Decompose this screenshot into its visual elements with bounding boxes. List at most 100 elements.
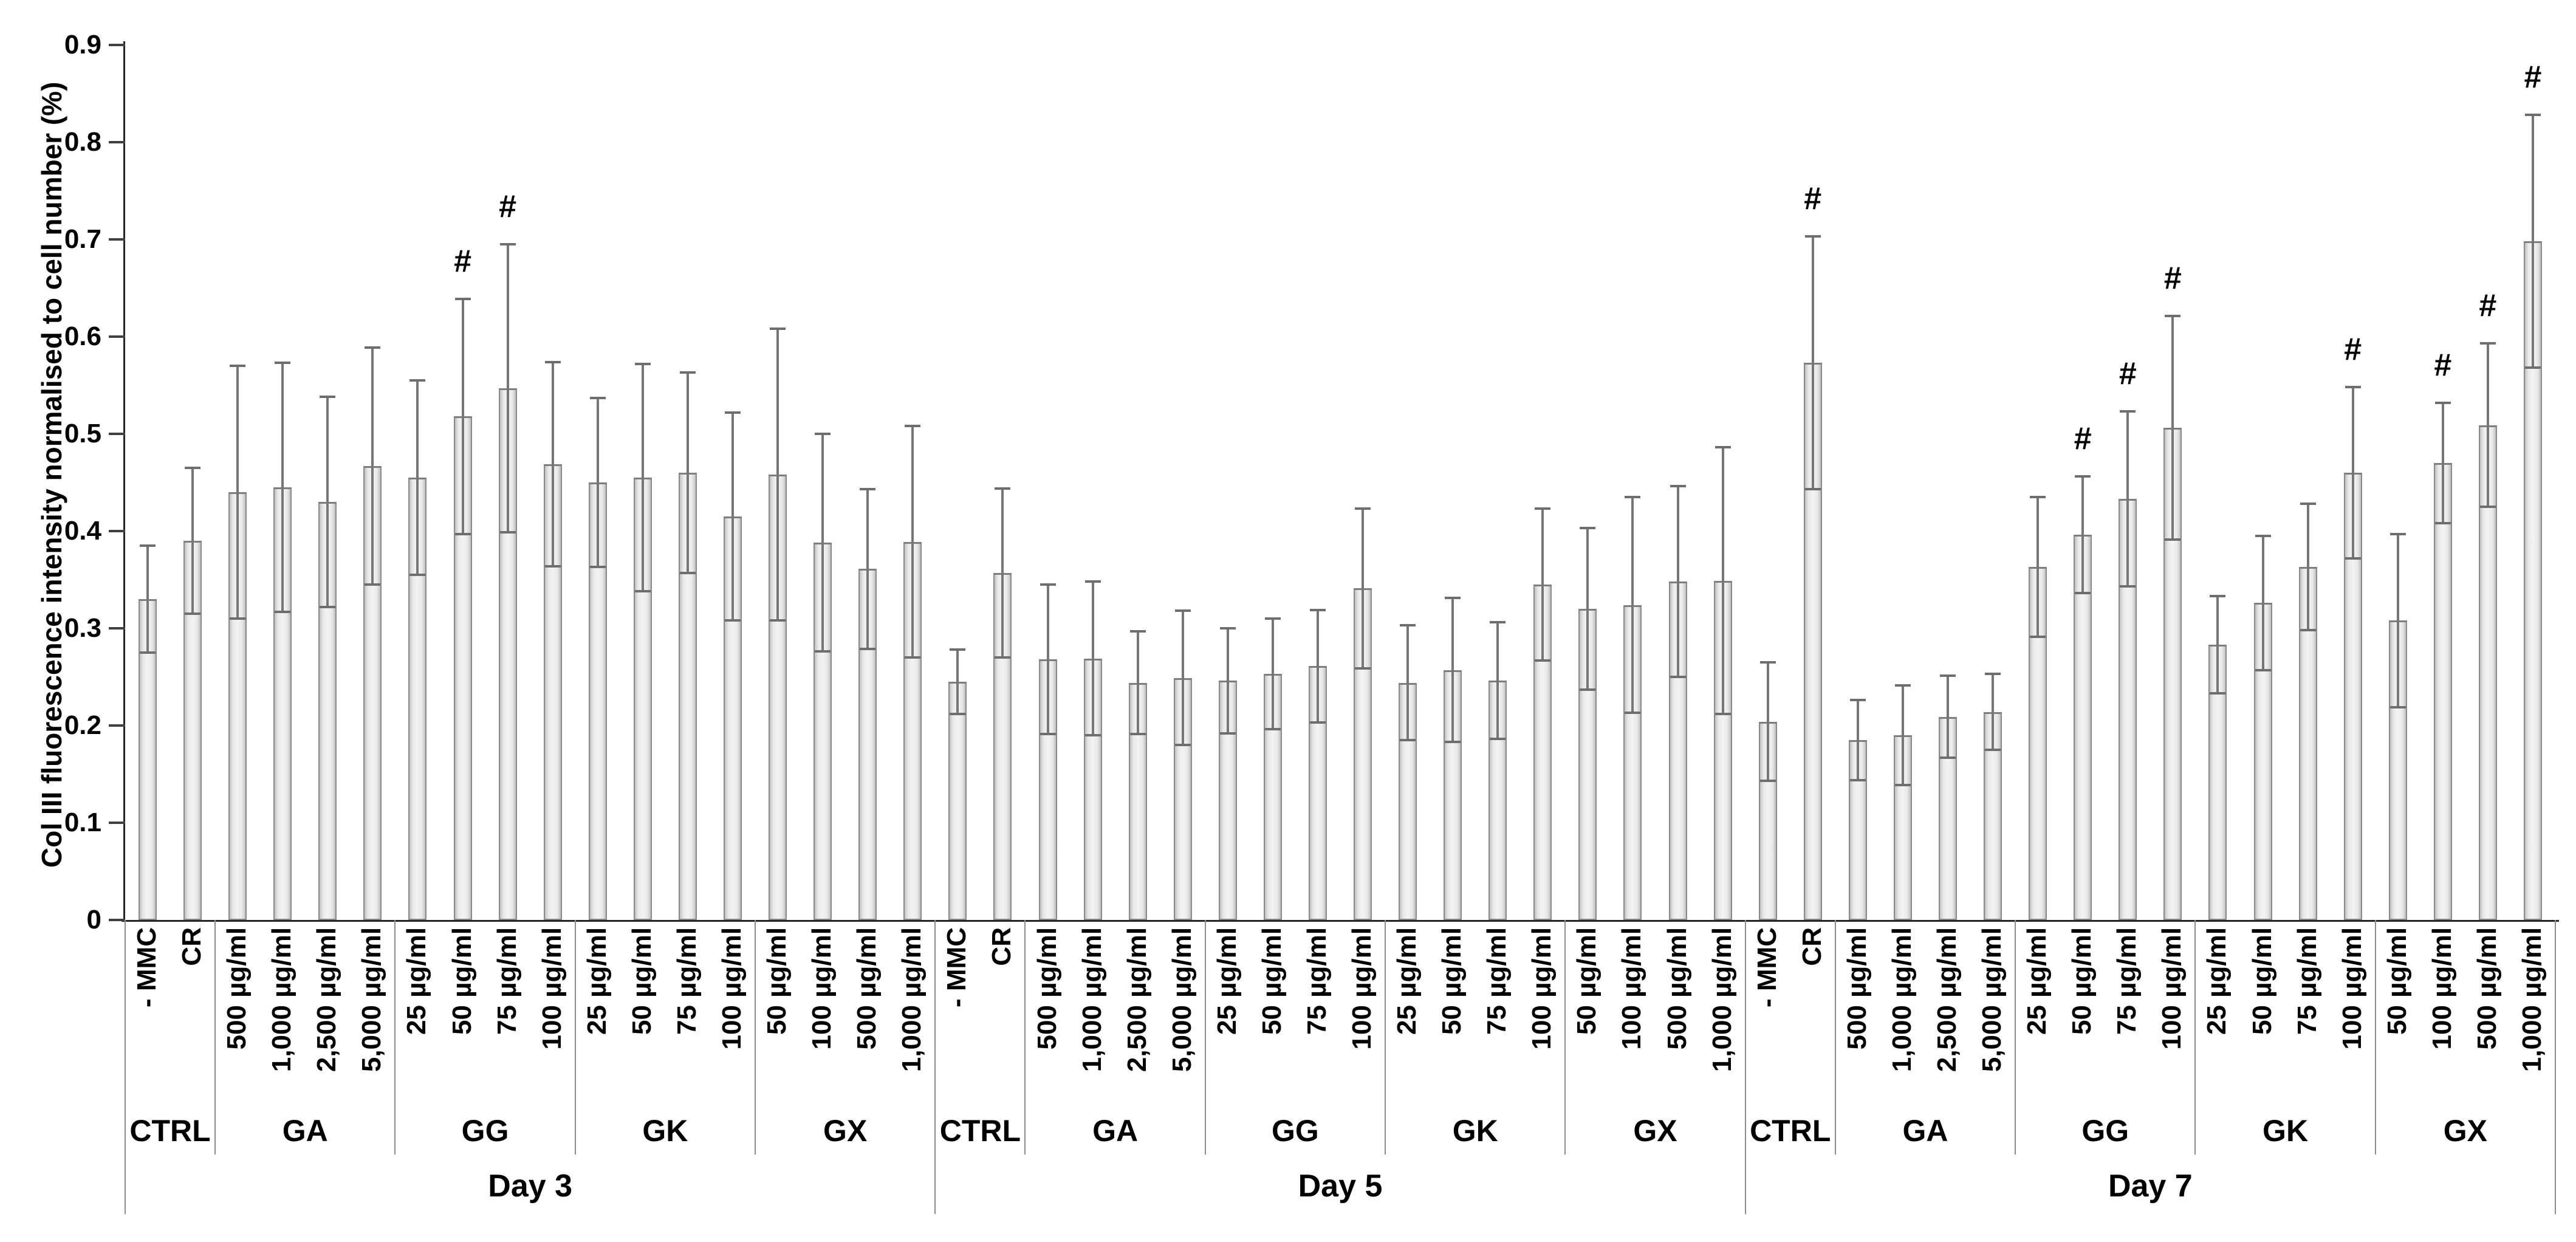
error-bar-top-cap	[950, 648, 966, 651]
y-axis-tick-mark	[109, 627, 125, 630]
x-axis-bar-label: 100 µg/ml	[2337, 927, 2367, 1050]
x-axis-bar-label: 100 µg/ml	[1527, 927, 1557, 1050]
x-axis-line	[122, 920, 2559, 922]
error-bar-top-cap	[2300, 503, 2316, 506]
error-bar-top-cap	[1849, 699, 1866, 702]
group-separator-line	[755, 920, 756, 1155]
x-axis-bar-label: 100 µg/ml	[2427, 927, 2457, 1050]
y-axis-tick-label: 0.8	[64, 127, 101, 157]
x-axis-bar-label: 25 µg/ml	[1211, 927, 1242, 1035]
error-bar-line	[1001, 488, 1004, 657]
error-bar-line	[2306, 504, 2309, 631]
error-bar-top-cap	[2255, 535, 2271, 537]
error-bar-line	[2036, 497, 2040, 637]
x-axis-bar-label: - MMC	[942, 927, 972, 1007]
x-axis-bar-label: 100 µg/ml	[717, 927, 747, 1050]
error-bar-top-cap	[1714, 446, 1731, 449]
error-bar-top-cap	[1804, 235, 1821, 238]
error-bar-top-cap	[1625, 496, 1641, 498]
x-axis-group-label: GA	[282, 1114, 328, 1148]
error-bar-line	[731, 412, 734, 621]
error-bar-bottom-cap	[905, 656, 921, 659]
x-axis-bar-label: 100 µg/ml	[536, 927, 567, 1050]
group-separator-line	[574, 920, 576, 1155]
error-bar-bottom-cap	[275, 610, 291, 613]
error-bar-top-cap	[1445, 597, 1461, 600]
x-axis-bar-label: 50 µg/ml	[626, 927, 657, 1035]
error-bar-line	[1992, 674, 1995, 750]
x-axis-bar-label: 25 µg/ml	[2202, 927, 2232, 1035]
x-axis-group-label: CTRL	[939, 1114, 1021, 1148]
significance-marker: #	[2479, 288, 2497, 324]
error-bar-top-cap	[2210, 595, 2226, 598]
error-bar-bottom-cap	[1535, 659, 1551, 662]
y-axis-tick-label: 0.4	[64, 516, 101, 546]
group-separator-line	[2015, 920, 2016, 1155]
x-axis-bar-label: 100 µg/ml	[1347, 927, 1377, 1050]
error-bar-bottom-cap	[2120, 585, 2136, 588]
error-bar-top-cap	[2120, 410, 2136, 413]
x-axis-group-label: GX	[823, 1114, 868, 1148]
error-bar-bottom-cap	[140, 651, 156, 654]
error-bar-bottom-cap	[1625, 712, 1641, 715]
error-bar-line	[596, 397, 599, 568]
error-bar-top-cap	[815, 433, 831, 435]
x-axis-group-label: GG	[1272, 1114, 1319, 1148]
error-bar-bottom-cap	[1219, 732, 1236, 735]
error-bar-line	[191, 468, 194, 614]
error-bar-top-cap	[320, 396, 336, 399]
error-bar-bottom-cap	[2210, 692, 2226, 695]
error-bar-top-cap	[230, 365, 246, 367]
error-bar-line	[821, 434, 824, 652]
error-bar-line	[1947, 676, 1949, 758]
error-bar-top-cap	[409, 379, 426, 382]
error-bar-line	[1901, 685, 1904, 785]
significance-marker: #	[2344, 332, 2362, 368]
error-bar-bottom-cap	[1355, 667, 1371, 670]
error-bar-top-cap	[2075, 475, 2091, 478]
error-bar-top-cap	[2165, 315, 2181, 318]
x-axis-bar-label: 500 µg/ml	[222, 927, 252, 1050]
error-bar-top-cap	[1940, 674, 1956, 678]
error-bar-bottom-cap	[2479, 506, 2496, 508]
error-bar-top-cap	[1174, 609, 1191, 612]
error-bar-line	[1586, 528, 1589, 690]
error-bar-bottom-cap	[1894, 783, 1911, 786]
y-axis-tick-label: 0.5	[64, 419, 101, 448]
error-bar-bottom-cap	[365, 583, 381, 586]
error-bar-line	[461, 298, 464, 534]
group-separator-line	[2374, 920, 2376, 1155]
error-bar-line	[2486, 343, 2489, 507]
x-axis-group-label: GG	[2081, 1114, 2129, 1148]
y-axis-tick-label: 0.3	[64, 613, 101, 643]
error-bar-bottom-cap	[1129, 733, 1146, 736]
x-axis-group-label: GX	[1633, 1114, 1677, 1148]
x-axis-bar-label: 1,000 µg/ml	[1707, 927, 1737, 1072]
error-bar-line	[686, 372, 689, 573]
error-bar-top-cap	[1759, 661, 1776, 664]
error-bar-top-cap	[1490, 621, 1506, 624]
error-bar-top-cap	[905, 425, 921, 428]
error-bar-top-cap	[1129, 630, 1146, 633]
x-axis-group-label: GK	[1452, 1114, 1498, 1148]
x-axis-bar-label: 1,000 µg/ml	[2516, 927, 2547, 1072]
error-bar-line	[326, 397, 329, 607]
error-bar-top-cap	[1264, 617, 1281, 620]
group-separator-line	[1024, 920, 1026, 1155]
bar	[903, 541, 922, 920]
error-bar-bottom-cap	[1309, 721, 1326, 724]
x-axis-bar-label: 75 µg/ml	[2112, 927, 2142, 1035]
day-separator-line	[934, 920, 936, 1214]
error-bar-top-cap	[2434, 401, 2451, 404]
error-bar-bottom-cap	[1445, 741, 1461, 744]
error-bar-top-cap	[860, 488, 876, 491]
error-bar-bottom-cap	[634, 590, 651, 593]
x-axis-day-label: Day 7	[2108, 1168, 2193, 1204]
x-axis-bar-label: 2,500 µg/ml	[1122, 927, 1152, 1072]
error-bar-bottom-cap	[1804, 488, 1821, 491]
x-axis-group-label: GA	[1902, 1114, 1948, 1148]
x-axis-bar-label: CR	[1797, 927, 1827, 966]
error-bar-line	[281, 363, 284, 612]
error-bar-line	[551, 362, 554, 566]
y-axis-tick-label: 0.9	[64, 30, 101, 60]
